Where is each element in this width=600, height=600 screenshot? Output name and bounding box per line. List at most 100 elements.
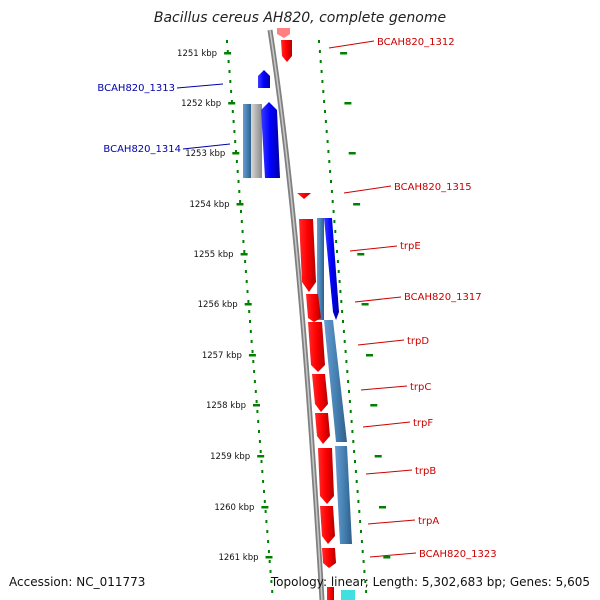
scale-dot [230, 90, 233, 93]
scale-dot [255, 400, 258, 403]
scale-tick [236, 203, 244, 206]
gene-trpE[interactable] [299, 219, 316, 292]
scale-dot [257, 420, 260, 423]
gene-BCAH820_1313[interactable] [258, 70, 270, 88]
gene-trpB[interactable] [318, 448, 334, 504]
scale-dot [254, 390, 257, 393]
scale-dot [331, 200, 334, 203]
label-text: BCAH820_1312 [377, 37, 455, 48]
scale-dot [250, 340, 253, 343]
scale-dot [237, 180, 240, 183]
scale-tick [340, 52, 348, 55]
scale-dot [246, 290, 249, 293]
scale-dot [355, 480, 358, 483]
scale-dot [353, 450, 356, 453]
scale-dot [350, 420, 353, 423]
label-text: trpD [407, 336, 429, 347]
scale-dot [320, 70, 323, 73]
scale-tick [374, 455, 382, 458]
label-text: BCAH820_1313 [97, 83, 175, 94]
scale-dot [233, 130, 236, 133]
scale-dot [235, 150, 237, 153]
scale-dot [266, 530, 269, 533]
accession-text: Accession: NC_011773 [9, 575, 146, 589]
gene-trpF[interactable] [315, 413, 330, 444]
gene-BCAH820_1312[interactable] [277, 28, 292, 62]
scale-dot [346, 370, 349, 373]
scale-tick [232, 152, 240, 155]
gene-BCAH820_1315[interactable] [297, 193, 311, 199]
scale-dot [245, 280, 248, 283]
scale-dot [336, 260, 339, 263]
scale-dot [318, 50, 321, 53]
scale-tick [361, 303, 369, 306]
scale-dot [336, 250, 338, 253]
scale-tick-label: 1255 kbp [194, 250, 234, 260]
scale-dot [325, 130, 328, 133]
label-trpA[interactable]: trpA [367, 516, 439, 527]
label-trpD[interactable]: trpD [357, 336, 429, 347]
scale-dot [253, 380, 256, 383]
label-trpE[interactable]: trpE [349, 241, 421, 252]
scale-tick [357, 253, 365, 256]
cds-track [324, 320, 355, 600]
scale-dot [267, 540, 270, 543]
scale-dot [358, 510, 361, 513]
gene-BCAH820_1317[interactable] [317, 218, 339, 320]
scale-tick-label: 1257 kbp [202, 351, 242, 361]
scale-dot [247, 300, 250, 303]
scale-dot [349, 410, 352, 413]
scale-tick [244, 303, 252, 306]
scale-tick-label: 1261 kbp [218, 553, 258, 563]
scale-dot [332, 210, 335, 213]
scale-tick [344, 102, 352, 105]
label-trpB[interactable]: trpB [365, 466, 436, 477]
scale-dot [270, 580, 273, 583]
scale-dot [354, 470, 357, 473]
scale-dot [341, 310, 344, 313]
scale-dot [363, 570, 366, 573]
label-trpC[interactable]: trpC [360, 382, 431, 393]
scale-dot [241, 230, 244, 233]
label-BCAH820_1317[interactable]: BCAH820_1317 [354, 292, 482, 303]
scale-dot [258, 430, 260, 433]
scale-dot [244, 270, 247, 273]
label-BCAH820_1313[interactable]: BCAH820_1313 [97, 83, 224, 94]
gene-BCAH820_1314[interactable] [243, 102, 280, 178]
gene-BCAH820_1323[interactable] [322, 548, 336, 600]
scale-dot-columns [226, 40, 368, 593]
scale-dot [267, 550, 270, 553]
label-text: trpF [413, 418, 433, 429]
label-trpF[interactable]: trpF [362, 418, 433, 429]
gene-trpA[interactable] [320, 506, 335, 544]
scale-tick-label: 1251 kbp [177, 49, 217, 59]
scale-dot [344, 350, 347, 353]
gene-trpC[interactable] [312, 374, 328, 412]
scale-tick [383, 556, 391, 559]
genome-backbone-highlight [269, 29, 323, 600]
gene-trpD[interactable] [306, 294, 325, 372]
scale-dot [360, 530, 362, 533]
scale-dot [329, 170, 332, 173]
scale-tick [228, 102, 236, 105]
scale-dot [324, 110, 326, 113]
scale-dot [232, 120, 235, 123]
label-BCAH820_1315[interactable]: BCAH820_1315 [343, 182, 472, 194]
scale-tick-label: 1259 kbp [210, 452, 250, 462]
scale-dot [249, 330, 252, 333]
scale-tick-label: 1254 kbp [189, 200, 229, 210]
scale-dot [242, 240, 245, 243]
label-BCAH820_1312[interactable]: BCAH820_1312 [328, 37, 455, 49]
scale-dot [231, 110, 234, 113]
scale-dot [318, 40, 320, 43]
label-text: BCAH820_1314 [103, 144, 181, 155]
label-BCAH820_1323[interactable]: BCAH820_1323 [369, 549, 497, 560]
scale-dot [357, 500, 360, 503]
label-BCAH820_1314[interactable]: BCAH820_1314 [103, 143, 231, 155]
scale-dot [226, 40, 228, 43]
scale-dot [319, 60, 322, 63]
label-text: BCAH820_1317 [404, 292, 482, 303]
scale-dot [229, 80, 232, 83]
scale-dot [238, 190, 241, 193]
